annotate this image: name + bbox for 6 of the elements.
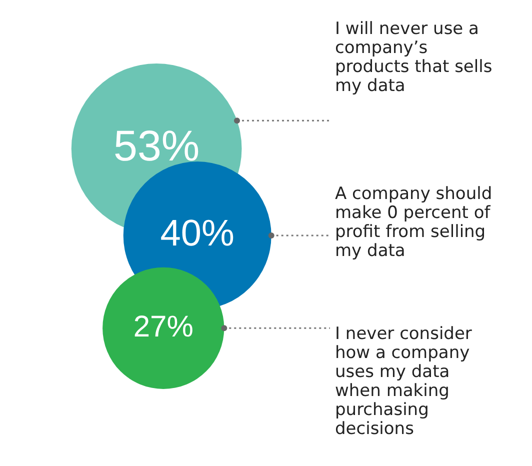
data-label: 27% bbox=[133, 310, 194, 344]
category-label: I will never use a company’s products that sells my data bbox=[335, 19, 494, 96]
category-label: A company should make 0 percent of profit from selling my data bbox=[335, 184, 494, 261]
category-label: I never consider how a company uses my data when making purchasing decisions bbox=[335, 324, 473, 439]
data-label: 53% bbox=[114, 122, 200, 170]
data-label: 40% bbox=[160, 212, 234, 254]
